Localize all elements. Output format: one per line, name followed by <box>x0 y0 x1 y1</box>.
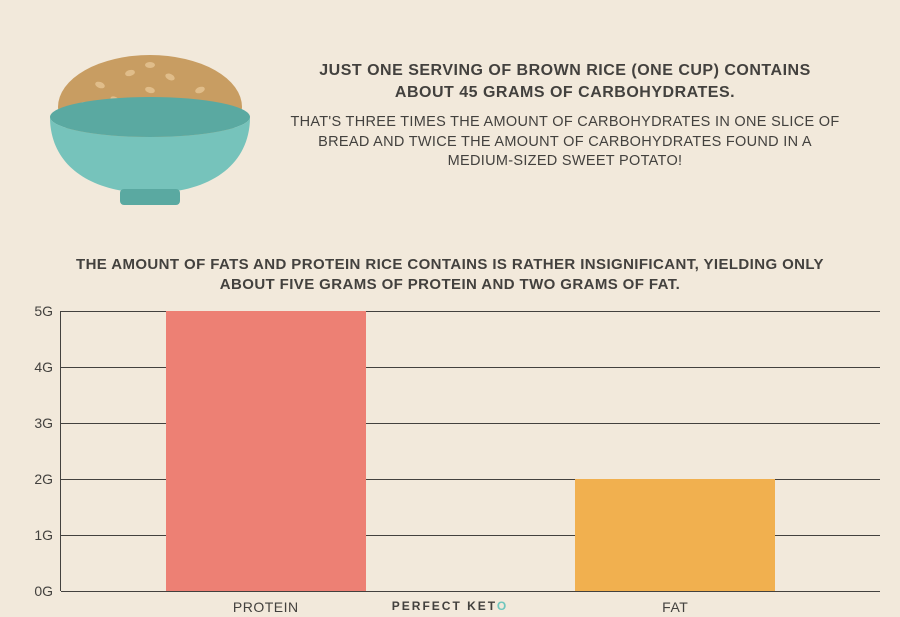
headline: JUST ONE SERVING OF BROWN RICE (ONE CUP)… <box>290 60 840 103</box>
header-row: JUST ONE SERVING OF BROWN RICE (ONE CUP)… <box>0 0 900 230</box>
rice-bowl-icon <box>40 35 260 215</box>
y-tick-label: 4G <box>21 359 53 375</box>
bar-fat <box>575 479 775 591</box>
chart-title: THE AMOUNT OF FATS AND PROTEIN RICE CONT… <box>0 230 900 311</box>
brand-footer: PERFECT KETO <box>0 599 900 613</box>
y-tick-label: 1G <box>21 527 53 543</box>
bars-container: PROTEINFAT <box>61 311 880 591</box>
bar-column: PROTEIN <box>61 311 471 591</box>
y-tick-label: 5G <box>21 303 53 319</box>
subheadline: THAT'S THREE TIMES THE AMOUNT OF CARBOHY… <box>290 113 840 172</box>
header-text: JUST ONE SERVING OF BROWN RICE (ONE CUP)… <box>290 30 840 172</box>
brand-accent: O <box>497 599 508 613</box>
brand-prefix: PERFECT KET <box>392 599 497 613</box>
bar-chart: 0G1G2G3G4G5GPROTEINFAT <box>60 311 880 591</box>
y-tick-label: 3G <box>21 415 53 431</box>
rice-bowl-illustration <box>40 30 260 220</box>
bar-column: FAT <box>471 311 881 591</box>
gridline <box>61 591 880 592</box>
y-tick-label: 2G <box>21 471 53 487</box>
y-tick-label: 0G <box>21 583 53 599</box>
bar-protein <box>166 311 366 591</box>
